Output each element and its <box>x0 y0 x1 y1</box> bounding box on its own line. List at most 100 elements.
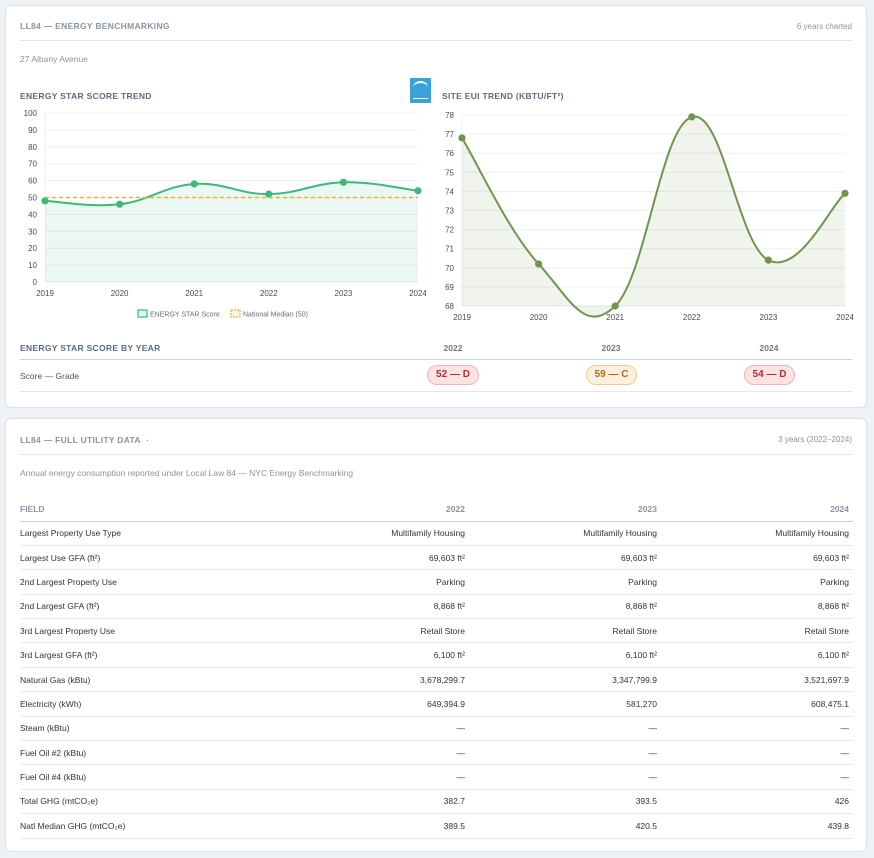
field-value: — <box>276 764 469 790</box>
column-header-2022: 2022 <box>276 497 469 522</box>
field-value: 426 <box>660 789 853 815</box>
table-row: Fuel Oil #4 (kBtu) — — — <box>20 764 853 790</box>
y-tick-label: 90 <box>28 126 37 135</box>
field-value: — <box>660 764 853 790</box>
field-label: Fuel Oil #2 (kBtu) <box>20 740 277 766</box>
y-tick-label: 69 <box>445 283 454 292</box>
field-value: — <box>660 716 853 742</box>
field-value: — <box>468 716 661 742</box>
column-header-2024: 2024 <box>660 497 853 522</box>
field-label: 3rd Largest GFA (ft²) <box>20 642 277 668</box>
column-header-2023: 2023 <box>468 497 661 522</box>
field-value: — <box>468 740 661 766</box>
legend-swatch-energy-star-score <box>137 309 148 318</box>
y-tick-label: 74 <box>445 187 454 196</box>
table-row: Largest Use GFA (ft²) 69,603 ft² 69,603 ft… <box>20 545 853 571</box>
field-value: Parking <box>660 569 853 595</box>
field-value: 3,347,799.9 <box>468 667 661 693</box>
energy-benchmarking-card: LL84 — ENERGY BENCHMARKING 6 years chart… <box>5 5 867 408</box>
table-row: Electricity (kWh) 649,394.9 581,270 608,475… <box>20 691 853 717</box>
data-point <box>841 189 849 197</box>
field-value: — <box>276 740 469 766</box>
x-tick-label: 2020 <box>111 289 129 298</box>
field-value: Multifamily Housing <box>276 521 469 546</box>
x-tick-label: 2019 <box>36 289 54 298</box>
y-tick-label: 60 <box>28 177 37 186</box>
field-value: 3,678,299.7 <box>276 667 469 693</box>
y-tick-label: 77 <box>445 130 454 139</box>
x-tick-label: 2022 <box>683 313 701 322</box>
by-year-2023: 2023 <box>601 343 621 353</box>
field-label: Steam (kBtu) <box>20 716 277 742</box>
field-value: Parking <box>276 569 469 595</box>
field-value: 608,475.1 <box>660 691 853 717</box>
field-value: 6,100 ft² <box>276 642 469 668</box>
field-value: 8,868 ft² <box>660 594 853 620</box>
legend-label-national-median: National Median (50) <box>243 312 308 319</box>
data-point <box>339 178 347 186</box>
field-label: 3rd Largest Property Use <box>20 618 277 644</box>
title-separator: · <box>146 435 150 445</box>
field-value: 420.5 <box>468 813 661 839</box>
data-point <box>414 187 422 195</box>
y-tick-label: 70 <box>445 264 454 273</box>
table-row: 2nd Largest GFA (ft²) 8,868 ft² 8,868 ft² 8… <box>20 594 853 620</box>
table-row: 2nd Largest Property Use Parking Parking Pa… <box>20 569 853 595</box>
y-tick-label: 70 <box>28 160 37 169</box>
series-area <box>462 116 845 317</box>
by-year-2022: 2022 <box>443 343 463 353</box>
field-label: 2nd Largest GFA (ft²) <box>20 594 277 620</box>
x-tick-label: 2021 <box>606 313 624 322</box>
field-value: Retail Store <box>468 618 661 644</box>
data-point <box>535 260 543 268</box>
field-value: Retail Store <box>660 618 853 644</box>
card-title: LL84 — ENERGY BENCHMARKING <box>20 21 170 31</box>
series-line <box>44 181 419 207</box>
y-tick-label: 73 <box>445 207 454 216</box>
y-tick-label: 20 <box>28 244 37 253</box>
field-value: 3,521,697.9 <box>660 667 853 693</box>
data-point <box>190 180 198 188</box>
field-value: 382.7 <box>276 789 469 815</box>
table-row: Natl Median GHG (mtCO₂e) 389.5 420.5 439.8 <box>20 813 853 839</box>
data-point <box>458 134 466 142</box>
grade-badge-2024: 54 — D <box>744 365 795 385</box>
y-tick-label: 100 <box>24 109 38 118</box>
site-eui-chart: 68 69 70 71 72 73 74 75 76 77 78 2019 2020 2021 2022 20… <box>445 111 854 322</box>
chart-legend: ENERGY STAR Score National Median (50) <box>137 309 308 319</box>
x-tick-label: 2024 <box>836 313 854 322</box>
data-point <box>764 256 772 264</box>
score-trend-title: ENERGY STAR SCORE TREND <box>20 91 152 101</box>
eui-trend-title: SITE EUI TREND (KBTU/FT²) <box>442 91 564 101</box>
y-tick-label: 75 <box>445 168 454 177</box>
divider <box>20 40 852 41</box>
y-tick-label: 72 <box>445 226 454 235</box>
x-tick-label: 2019 <box>453 313 471 322</box>
utility-description: Annual energy consumption reported under… <box>20 468 354 478</box>
field-value: Multifamily Housing <box>468 521 661 546</box>
series-area <box>45 182 418 282</box>
y-tick-label: 76 <box>445 149 454 158</box>
field-value: — <box>660 740 853 766</box>
table-header-row: FIELD 2022 2023 2024 <box>20 497 853 522</box>
field-value: 393.5 <box>468 789 661 815</box>
field-value: 8,868 ft² <box>468 594 661 620</box>
y-tick-label: 68 <box>445 302 454 311</box>
field-label: Natural Gas (kBtu) <box>20 667 277 693</box>
field-label: Largest Property Use Type <box>20 521 277 546</box>
table-row: 3rd Largest Property Use Retail Store Reta… <box>20 618 853 644</box>
table-row: Fuel Oil #2 (kBtu) — — — <box>20 740 853 766</box>
y-tick-label: 80 <box>28 143 37 152</box>
table-row: 3rd Largest GFA (ft²) 6,100 ft² 6,100 ft² 6… <box>20 642 853 668</box>
x-tick-label: 2023 <box>760 313 778 322</box>
score-by-year-title: ENERGY STAR SCORE BY YEAR <box>20 343 161 353</box>
y-tick-label: 50 <box>28 194 37 203</box>
field-value: 69,603 ft² <box>276 545 469 571</box>
column-header-field: FIELD <box>20 497 277 522</box>
field-value: — <box>468 764 661 790</box>
field-value: 6,100 ft² <box>660 642 853 668</box>
field-label: Total GHG (mtCO₂e) <box>20 789 277 815</box>
y-tick-label: 40 <box>28 210 37 219</box>
x-tick-label: 2022 <box>260 289 278 298</box>
y-tick-label: 0 <box>33 278 38 287</box>
